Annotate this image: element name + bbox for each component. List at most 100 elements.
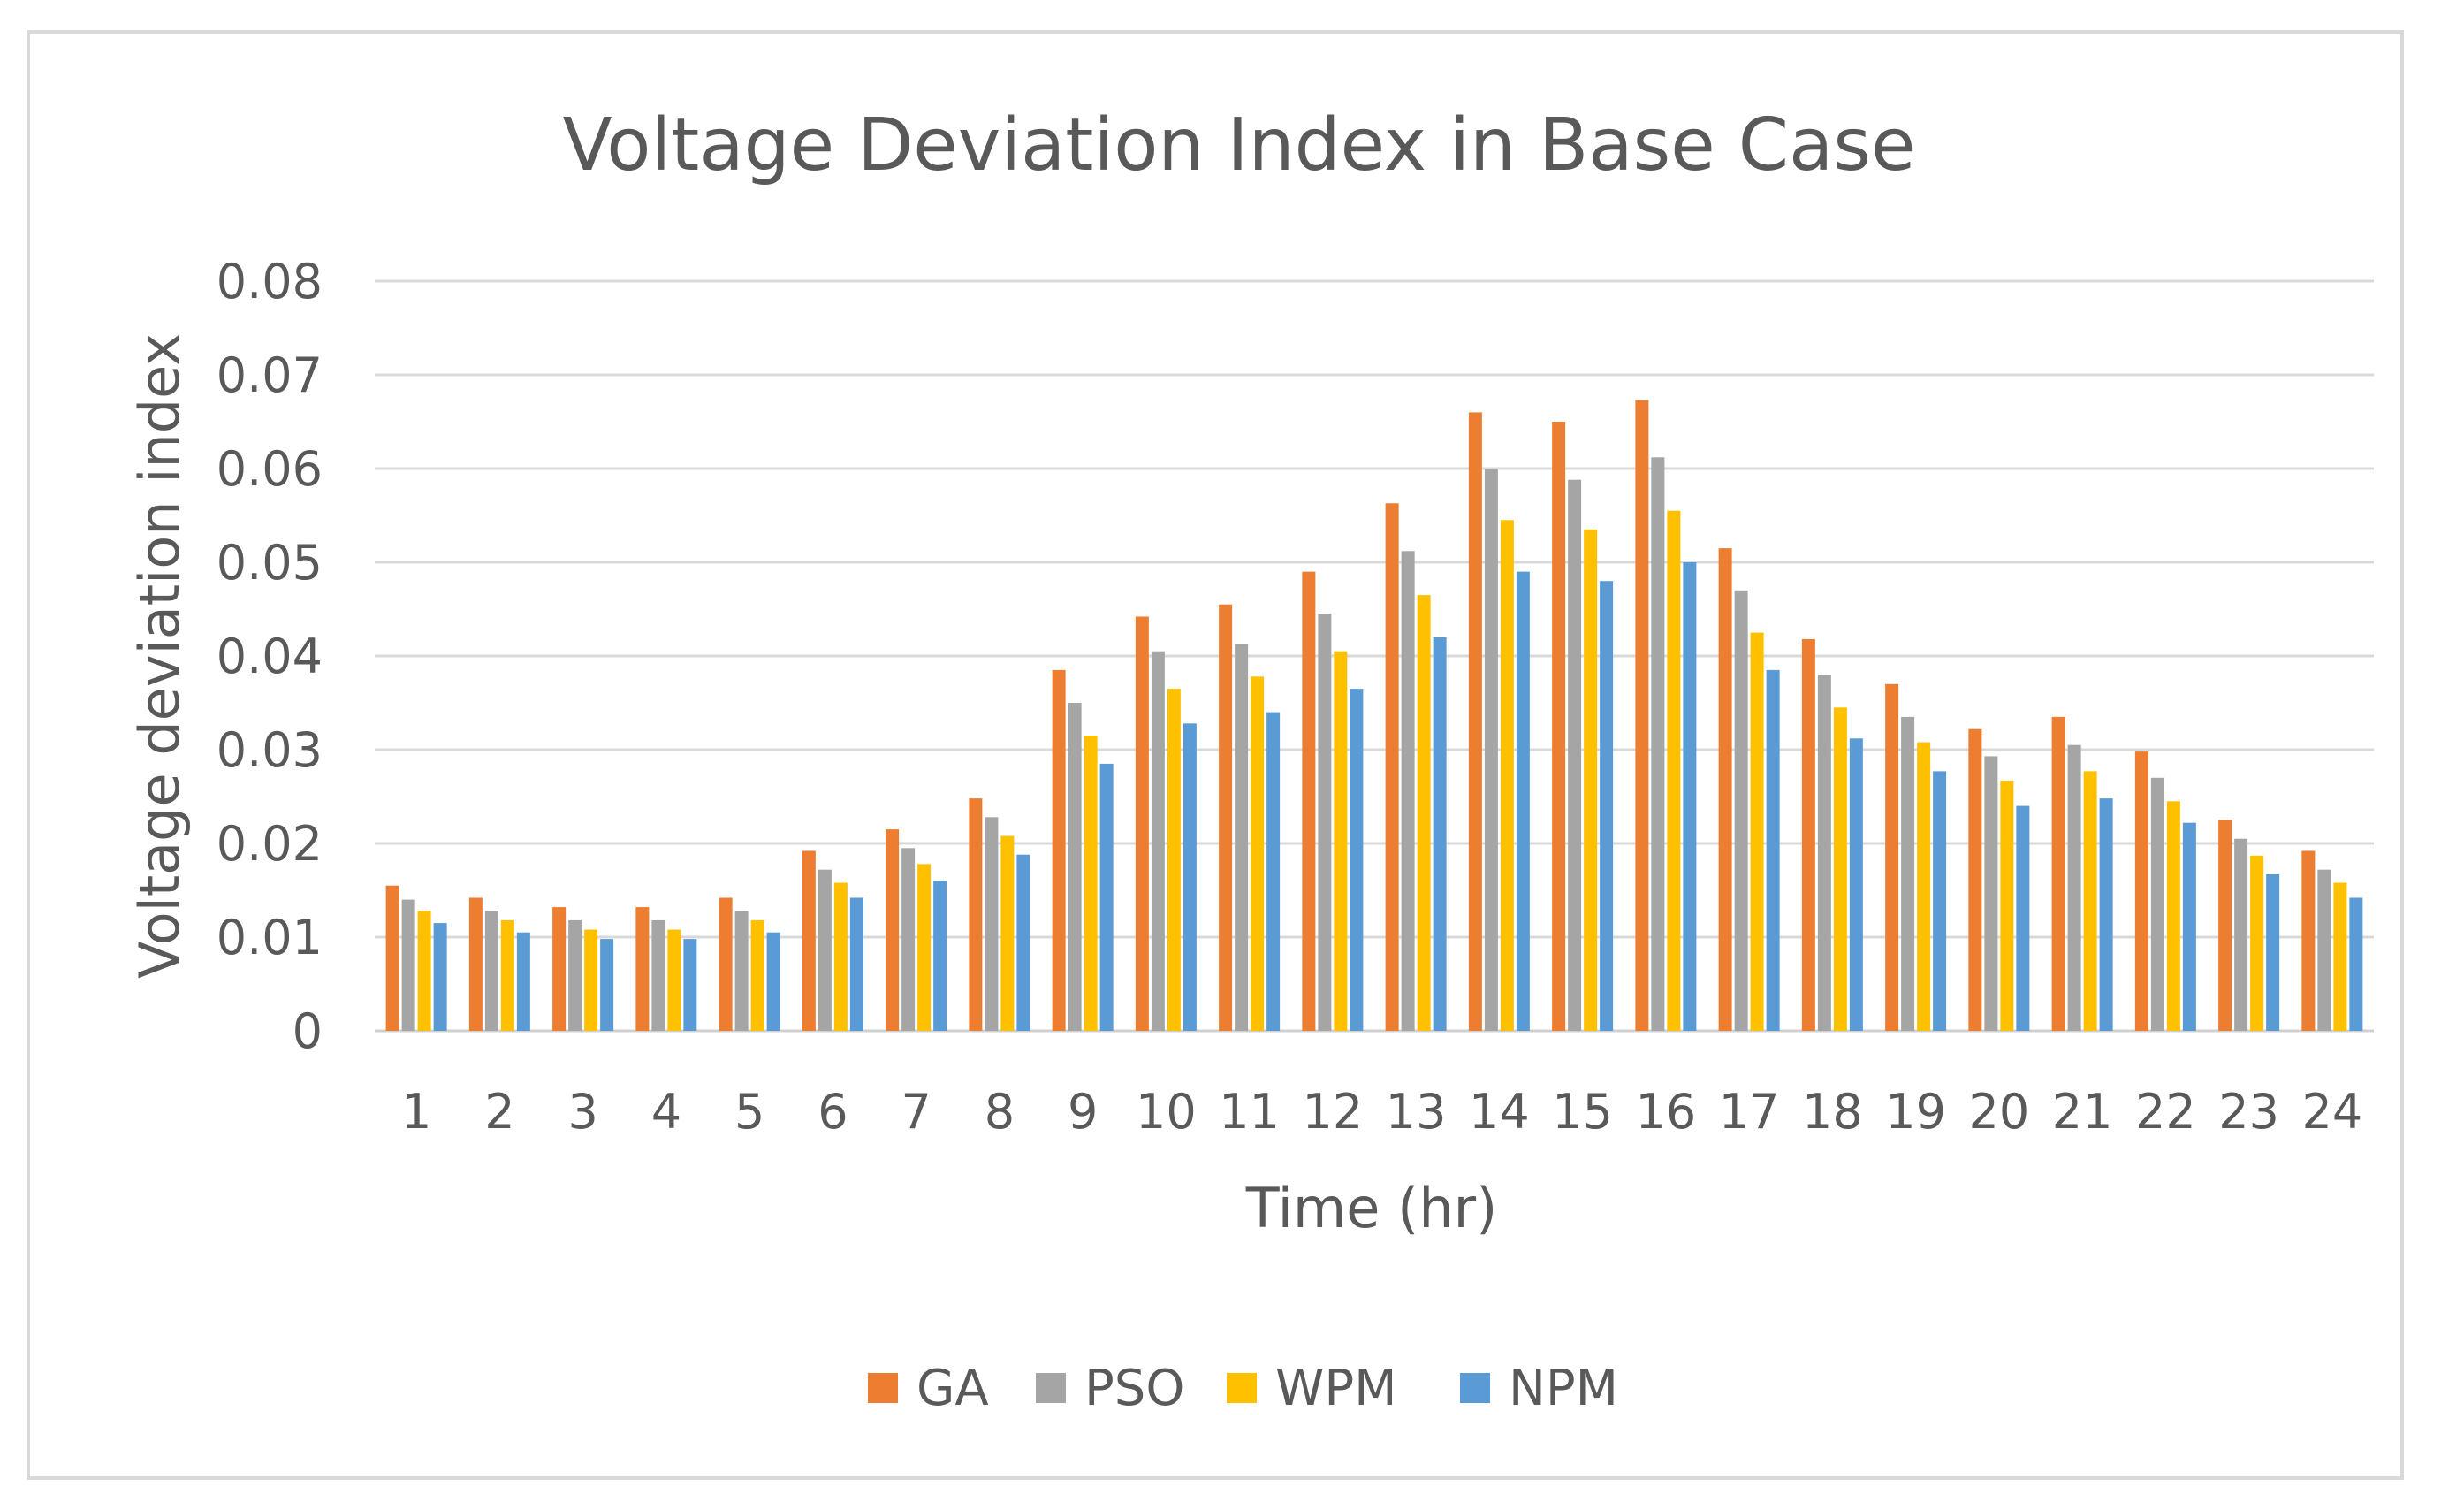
bar-npm-13 <box>1433 637 1447 1031</box>
bar-pso-20 <box>1984 756 1998 1031</box>
x-tick-label: 13 <box>1386 1084 1447 1140</box>
bar-wpm-21 <box>2083 771 2097 1031</box>
bar-wpm-12 <box>1334 651 1348 1031</box>
bar-pso-3 <box>568 919 582 1031</box>
bars <box>385 400 2363 1031</box>
bar-ga-15 <box>1552 422 1566 1031</box>
bar-ga-12 <box>1302 571 1316 1031</box>
x-tick-label: 16 <box>1636 1084 1697 1140</box>
bar-ga-10 <box>1135 616 1149 1031</box>
bar-npm-1 <box>433 923 447 1031</box>
y-tick-label: 0.07 <box>217 347 323 403</box>
x-tick-label: 8 <box>985 1084 1015 1140</box>
legend-swatch-npm <box>1460 1373 1490 1403</box>
x-tick-label: 14 <box>1469 1084 1530 1140</box>
bar-wpm-13 <box>1417 595 1431 1031</box>
bar-wpm-20 <box>2000 780 2014 1031</box>
bar-npm-12 <box>1350 689 1364 1031</box>
bar-wpm-3 <box>584 929 598 1031</box>
bar-wpm-7 <box>917 864 932 1031</box>
bar-ga-19 <box>1885 683 1899 1031</box>
bar-ga-22 <box>2134 751 2148 1031</box>
bar-wpm-11 <box>1251 676 1265 1031</box>
bar-ga-11 <box>1219 604 1233 1031</box>
bar-npm-15 <box>1600 581 1614 1031</box>
bar-pso-12 <box>1318 614 1332 1031</box>
bar-ga-20 <box>1968 728 1982 1031</box>
x-tick-label: 3 <box>567 1084 597 1140</box>
legend-label-pso: PSO <box>1084 1360 1184 1417</box>
bar-wpm-5 <box>750 919 764 1031</box>
bar-wpm-15 <box>1584 529 1598 1031</box>
legend-swatch-pso <box>1036 1373 1066 1403</box>
bar-pso-4 <box>651 919 665 1031</box>
x-tick-label: 9 <box>1068 1084 1098 1140</box>
x-tick-label: 23 <box>2218 1084 2279 1140</box>
x-tick-label: 17 <box>1719 1084 1780 1140</box>
legend: GA PSO WPM NPM <box>868 1360 1618 1417</box>
bar-ga-6 <box>802 850 816 1031</box>
bar-ga-4 <box>635 907 650 1031</box>
bar-pso-23 <box>2234 838 2248 1031</box>
bar-npm-8 <box>1016 854 1030 1031</box>
bar-ga-17 <box>1718 548 1732 1031</box>
x-axis-ticks: 1 2 3 4 5 6 7 8 9 10 11 12 13 14 15 16 17 18 19 20 21 22 23 24 <box>401 1084 2362 1140</box>
bar-ga-23 <box>2218 820 2232 1031</box>
x-tick-label: 6 <box>818 1084 848 1140</box>
bar-wpm-2 <box>500 919 514 1031</box>
bar-wpm-23 <box>2250 855 2264 1031</box>
bar-ga-24 <box>2301 850 2316 1031</box>
bar-pso-19 <box>1901 716 1915 1031</box>
bar-npm-10 <box>1183 723 1197 1031</box>
bar-npm-24 <box>2349 897 2363 1031</box>
bar-wpm-24 <box>2333 882 2347 1031</box>
bar-npm-23 <box>2266 873 2280 1031</box>
bar-ga-3 <box>552 907 567 1031</box>
bar-pso-21 <box>2067 744 2081 1031</box>
x-tick-label: 15 <box>1552 1084 1613 1140</box>
bar-pso-11 <box>1235 644 1249 1031</box>
gridlines <box>375 279 2374 1033</box>
bar-wpm-16 <box>1667 510 1681 1031</box>
y-tick-label: 0 <box>293 1003 323 1059</box>
x-tick-label: 21 <box>2052 1084 2113 1140</box>
bar-npm-16 <box>1683 562 1697 1031</box>
legend-label-ga: GA <box>916 1360 989 1417</box>
bar-npm-22 <box>2182 822 2196 1031</box>
bar-ga-9 <box>1052 669 1066 1031</box>
legend-label-wpm: WPM <box>1275 1360 1396 1417</box>
bar-wpm-10 <box>1167 689 1181 1031</box>
bar-npm-3 <box>600 939 614 1031</box>
bar-npm-11 <box>1266 712 1281 1031</box>
bar-ga-5 <box>719 897 733 1031</box>
bar-wpm-17 <box>1750 632 1764 1031</box>
bar-pso-8 <box>985 817 999 1031</box>
y-tick-label: 0.02 <box>217 816 323 872</box>
y-tick-label: 0.06 <box>217 441 323 497</box>
bar-pso-14 <box>1484 469 1498 1031</box>
x-tick-label: 10 <box>1136 1084 1197 1140</box>
bar-pso-6 <box>818 869 832 1031</box>
x-tick-label: 11 <box>1219 1084 1280 1140</box>
legend-label-npm: NPM <box>1509 1360 1618 1417</box>
x-tick-label: 1 <box>401 1084 431 1140</box>
bar-ga-2 <box>468 897 483 1031</box>
bar-npm-19 <box>1933 771 1947 1031</box>
bar-npm-5 <box>766 932 780 1031</box>
bar-wpm-14 <box>1500 520 1514 1031</box>
bar-npm-21 <box>2099 798 2113 1031</box>
x-tick-label: 7 <box>901 1084 931 1140</box>
chart-frame <box>27 30 2404 1480</box>
bar-ga-1 <box>385 885 399 1031</box>
bar-pso-9 <box>1068 703 1082 1031</box>
bar-ga-21 <box>2051 716 2065 1031</box>
bar-npm-14 <box>1516 571 1530 1031</box>
bar-npm-9 <box>1099 763 1114 1031</box>
x-tick-label: 4 <box>651 1084 681 1140</box>
x-tick-label: 24 <box>2302 1084 2363 1140</box>
y-axis-title: Voltage deviation index <box>127 333 192 979</box>
y-axis-ticks: 0 0.01 0.02 0.03 0.04 0.05 0.06 0.07 0.08 <box>217 254 323 1059</box>
bar-wpm-22 <box>2166 801 2180 1031</box>
bar-pso-10 <box>1151 651 1165 1031</box>
